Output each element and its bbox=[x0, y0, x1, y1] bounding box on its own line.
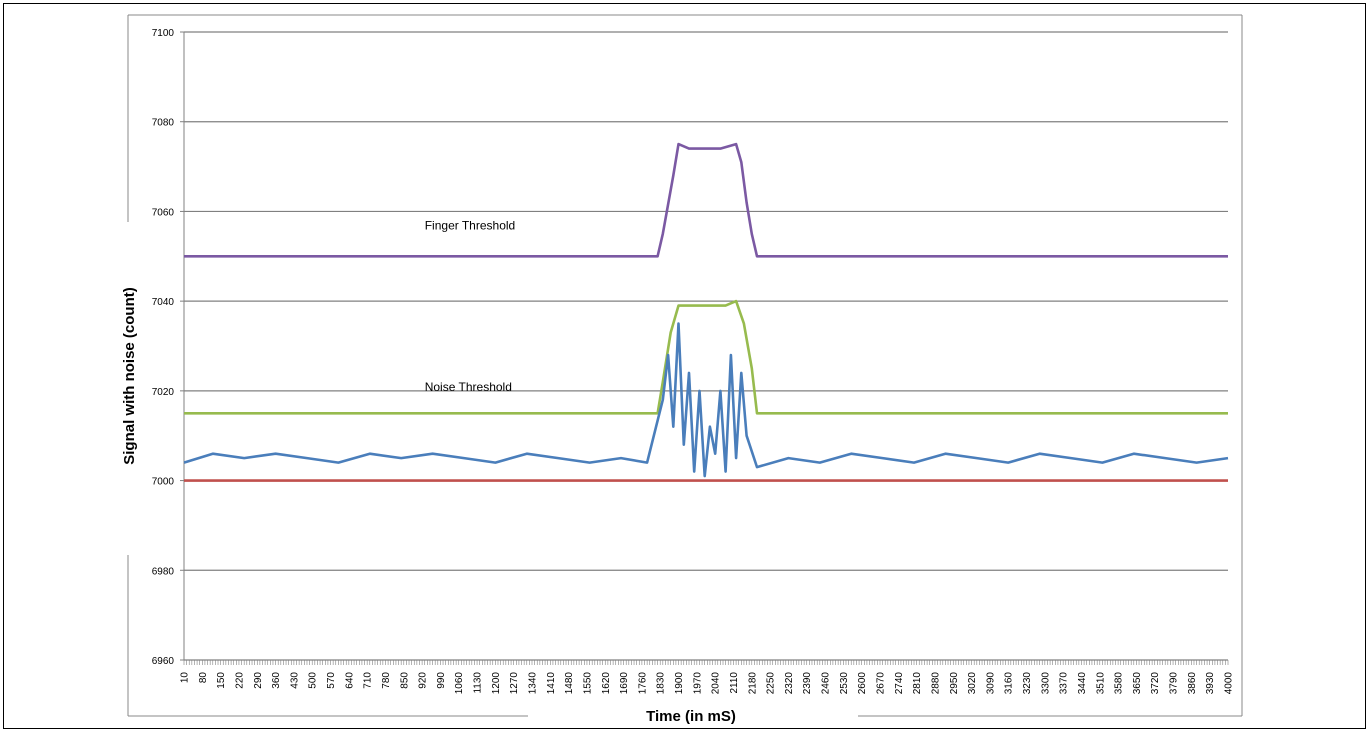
x-tick-label: 2810 bbox=[912, 672, 923, 695]
x-tick-label: 2880 bbox=[930, 672, 941, 695]
y-tick-label: 7040 bbox=[152, 297, 175, 308]
x-tick-label: 2600 bbox=[857, 672, 868, 695]
x-tick-label: 1690 bbox=[619, 672, 630, 695]
chart-outer-frame bbox=[3, 3, 1366, 729]
x-tick-label: 290 bbox=[253, 672, 264, 689]
x-tick-label: 430 bbox=[289, 672, 300, 689]
y-tick-label: 7000 bbox=[152, 477, 175, 488]
x-tick-label: 1340 bbox=[528, 672, 539, 695]
x-tick-label: 1270 bbox=[509, 672, 520, 695]
x-tick-label: 2180 bbox=[747, 672, 758, 695]
x-tick-label: 570 bbox=[326, 672, 337, 689]
x-tick-label: 3860 bbox=[1187, 672, 1198, 695]
x-tick-label: 4000 bbox=[1224, 672, 1235, 695]
y-tick-label: 6960 bbox=[152, 656, 175, 667]
x-tick-label: 1900 bbox=[674, 672, 685, 695]
x-tick-label: 3580 bbox=[1114, 672, 1125, 695]
x-tick-label: 1970 bbox=[692, 672, 703, 695]
x-tick-label: 10 bbox=[180, 672, 191, 684]
x-tick-label: 150 bbox=[216, 672, 227, 689]
y-axis-title: Signal with noise (count) bbox=[121, 287, 138, 465]
x-tick-label: 780 bbox=[381, 672, 392, 689]
x-tick-label: 1550 bbox=[582, 672, 593, 695]
x-tick-label: 3300 bbox=[1040, 672, 1051, 695]
x-tick-label: 2460 bbox=[821, 672, 832, 695]
x-tick-label: 3510 bbox=[1095, 672, 1106, 695]
x-tick-label: 850 bbox=[399, 672, 410, 689]
x-tick-label: 3790 bbox=[1169, 672, 1180, 695]
annotation-noise-threshold: Noise Threshold bbox=[425, 380, 512, 394]
x-tick-label: 1830 bbox=[656, 672, 667, 695]
x-tick-label: 2320 bbox=[784, 672, 795, 695]
x-tick-label: 3370 bbox=[1059, 672, 1070, 695]
x-tick-label: 80 bbox=[198, 672, 209, 684]
x-tick-label: 990 bbox=[436, 672, 447, 689]
y-tick-label: 7060 bbox=[152, 207, 175, 218]
x-tick-label: 3160 bbox=[1004, 672, 1015, 695]
x-tick-label: 710 bbox=[363, 672, 374, 689]
y-tick-label: 6980 bbox=[152, 566, 175, 577]
x-tick-label: 1060 bbox=[454, 672, 465, 695]
x-tick-label: 920 bbox=[418, 672, 429, 689]
y-tick-label: 7020 bbox=[152, 387, 175, 398]
x-tick-label: 2740 bbox=[894, 672, 905, 695]
x-tick-label: 2110 bbox=[729, 672, 740, 694]
x-tick-label: 220 bbox=[234, 672, 245, 689]
x-tick-label: 1760 bbox=[637, 672, 648, 695]
x-axis-title: Time (in mS) bbox=[646, 708, 736, 725]
x-tick-label: 640 bbox=[344, 672, 355, 689]
annotation-finger-threshold: Finger Threshold bbox=[425, 218, 516, 232]
x-tick-label: 2040 bbox=[711, 672, 722, 695]
x-tick-label: 3230 bbox=[1022, 672, 1033, 695]
x-tick-label: 3930 bbox=[1205, 672, 1216, 695]
series-line-2 bbox=[183, 322, 1229, 478]
series-line-0 bbox=[184, 142, 1228, 258]
x-tick-label: 3090 bbox=[985, 672, 996, 695]
series-line-1 bbox=[184, 299, 1228, 415]
y-tick-label: 7080 bbox=[152, 118, 175, 129]
x-tick-label: 2250 bbox=[766, 672, 777, 695]
x-tick-label: 1200 bbox=[491, 672, 502, 695]
x-tick-label: 3440 bbox=[1077, 672, 1088, 695]
x-tick-label: 3650 bbox=[1132, 672, 1143, 695]
x-tick-label: 500 bbox=[308, 672, 319, 689]
x-tick-label: 360 bbox=[271, 672, 282, 689]
x-tick-label: 3020 bbox=[967, 672, 978, 695]
x-tick-label: 1130 bbox=[473, 672, 484, 694]
x-tick-label: 3720 bbox=[1150, 672, 1161, 695]
x-tick-label: 1410 bbox=[546, 672, 557, 695]
x-tick-label: 2390 bbox=[802, 672, 813, 695]
x-tick-label: 1480 bbox=[564, 672, 575, 695]
x-tick-label: 2670 bbox=[876, 672, 887, 695]
x-tick-label: 1620 bbox=[601, 672, 612, 695]
x-tick-label: 2950 bbox=[949, 672, 960, 695]
y-tick-label: 7100 bbox=[152, 28, 175, 39]
x-tick-label: 2530 bbox=[839, 672, 850, 695]
